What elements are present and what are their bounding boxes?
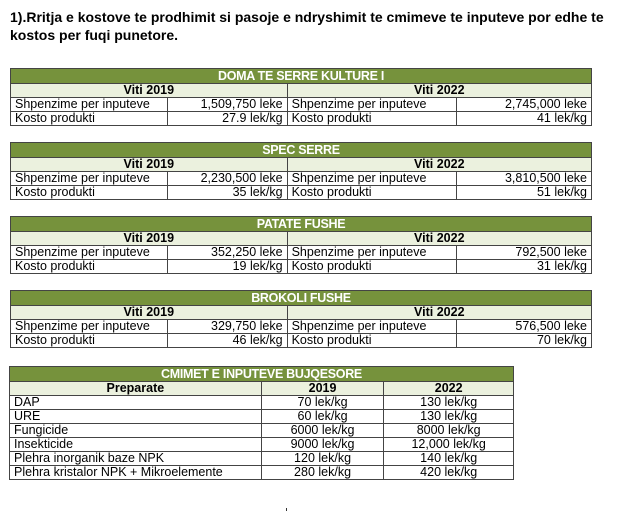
table-row: Shpenzime per inputeve 1,509,750 leke Shpe… [10,97,592,112]
value-cell: 41 lek/kg [456,111,592,126]
price-cell: 130 lek/kg [383,409,514,424]
price-cell: 9000 lek/kg [260,437,385,452]
crop-cost-table: SPEC SERRE Viti 2019 Viti 2022 Shpenzime pe… [10,142,593,200]
value-cell: 352,250 leke [166,245,288,260]
value-cell: 329,750 leke [166,319,288,334]
table-row: DAP 70 lek/kg 130 lek/kg [9,395,514,410]
value-cell: 19 lek/kg [166,259,288,274]
label-cell: Shpenzime per inputeve [10,245,168,260]
year-header: Viti 2019 [10,305,288,320]
price-cell: 6000 lek/kg [260,423,385,438]
price-cell: 60 lek/kg [260,409,385,424]
label-cell: Shpenzime per inputeve [10,319,168,334]
label-cell: Kosto produkti [286,111,458,126]
price-cell: 70 lek/kg [260,395,385,410]
label-cell: Shpenzime per inputeve [10,97,168,112]
table-row: URE 60 lek/kg 130 lek/kg [9,409,514,424]
table-row: Plehra kristalor NPK + Mikroelemente 280 … [9,465,514,480]
label-cell: Kosto produkti [286,333,458,348]
column-header: Preparate [9,381,262,396]
price-cell: 420 lek/kg [383,465,514,480]
value-cell: 46 lek/kg [166,333,288,348]
value-cell: 31 lek/kg [456,259,592,274]
label-cell: Kosto produkti [10,333,168,348]
value-cell: 576,500 leke [456,319,592,334]
value-cell: 1,509,750 leke [166,97,288,112]
value-cell: 70 lek/kg [456,333,592,348]
label-cell: Shpenzime per inputeve [286,171,458,186]
year-header: Viti 2022 [286,305,593,320]
input-name-cell: Insekticide [9,437,262,452]
crop-cost-table: DOMA TE SERRE KULTURE I Viti 2019 Viti 202… [10,68,593,126]
label-cell: Kosto produkti [10,111,168,126]
section-title: 1).Rritja e kostove te prodhimit si paso… [10,9,604,43]
value-cell: 3,810,500 leke [456,171,592,186]
table-row: Fungicide 6000 lek/kg 8000 lek/kg [9,423,514,438]
table-title: PATATE FUSHE [10,216,592,232]
price-cell: 130 lek/kg [383,395,514,410]
input-name-cell: Fungicide [9,423,262,438]
price-cell: 12,000 lek/kg [383,437,514,452]
label-cell: Shpenzime per inputeve [10,171,168,186]
table-row: Kosto produkti 46 lek/kg Kosto produkti 70 … [10,333,592,348]
year-header: Viti 2019 [10,157,288,172]
value-cell: 2,745,000 leke [456,97,592,112]
table-row: Insekticide 9000 lek/kg 12,000 lek/kg [9,437,514,452]
crop-cost-table: BROKOLI FUSHE Viti 2019 Viti 2022 Shpenzime… [10,290,593,348]
year-header: Viti 2022 [286,231,593,246]
year-header: Viti 2019 [10,83,288,98]
label-cell: Shpenzime per inputeve [286,245,458,260]
crop-cost-table: PATATE FUSHE Viti 2019 Viti 2022 Shpenzime … [10,216,593,274]
input-name-cell: Plehra kristalor NPK + Mikroelemente [9,465,262,480]
table-title: CMIMET E INPUTEVE BUJQESORE [9,366,514,382]
input-prices-table: CMIMET E INPUTEVE BUJQESORE Preparate 201… [9,366,514,480]
year-header: Viti 2022 [286,83,593,98]
input-name-cell: Plehra inorganik baze NPK [9,451,262,466]
price-cell: 8000 lek/kg [383,423,514,438]
page-mark [286,508,287,511]
table-row: Shpenzime per inputeve 329,750 leke Shpenz… [10,319,592,334]
price-cell: 280 lek/kg [260,465,385,480]
value-cell: 35 lek/kg [166,185,288,200]
value-cell: 792,500 leke [456,245,592,260]
table-row: Kosto produkti 35 lek/kg Kosto produkti 51 … [10,185,592,200]
table-title: DOMA TE SERRE KULTURE I [10,68,592,84]
table-title: SPEC SERRE [10,142,592,158]
table-row: Shpenzime per inputeve 352,250 leke Shpenz… [10,245,592,260]
value-cell: 27.9 lek/kg [166,111,288,126]
table-row: Plehra inorganik baze NPK 120 lek/kg 140 l… [9,451,514,466]
price-cell: 120 lek/kg [260,451,385,466]
value-cell: 51 lek/kg [456,185,592,200]
value-cell: 2,230,500 leke [166,171,288,186]
input-name-cell: URE [9,409,262,424]
year-header: Viti 2022 [286,157,593,172]
label-cell: Kosto produkti [10,185,168,200]
column-header: 2019 [260,381,385,396]
label-cell: Kosto produkti [286,185,458,200]
column-header: 2022 [383,381,514,396]
year-header: Viti 2019 [10,231,288,246]
table-title: BROKOLI FUSHE [10,290,592,306]
table-row: Kosto produkti 19 lek/kg Kosto produkti 31 … [10,259,592,274]
price-cell: 140 lek/kg [383,451,514,466]
label-cell: Shpenzime per inputeve [286,97,458,112]
table-row: Shpenzime per inputeve 2,230,500 leke Shpe… [10,171,592,186]
table-row: Kosto produkti 27.9 lek/kg Kosto produkti 4… [10,111,592,126]
label-cell: Kosto produkti [286,259,458,274]
label-cell: Shpenzime per inputeve [286,319,458,334]
label-cell: Kosto produkti [10,259,168,274]
input-name-cell: DAP [9,395,262,410]
